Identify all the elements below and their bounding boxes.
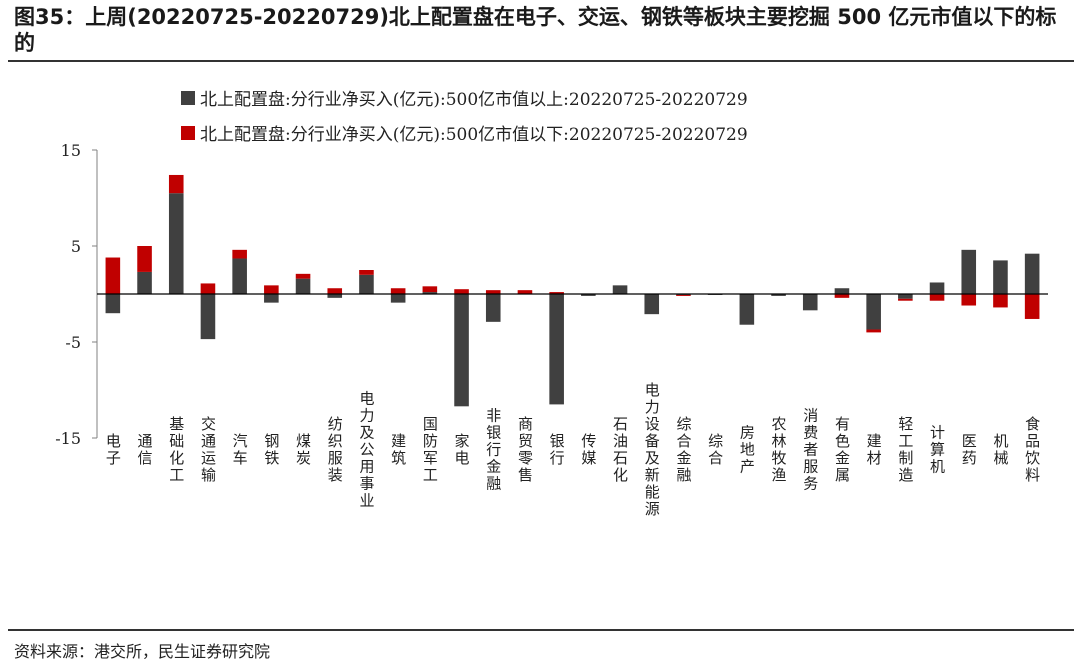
bar-计算机-series-2 — [929, 294, 945, 301]
x-tick-label-轻工制造: 轻工制造 — [896, 416, 914, 484]
bar-有色金属-series-1 — [834, 288, 850, 294]
bar-石油石化-series-1 — [612, 285, 628, 294]
bar-轻工制造-series-2 — [898, 298, 913, 301]
bar-交通运输-series-1 — [200, 294, 216, 340]
bar-消费者服务-series-1 — [802, 294, 818, 311]
legend-label-1: 北上配置盘:分行业净买入(亿元):500亿市值以上:20220725-20220… — [200, 90, 748, 110]
x-tick-label-传媒: 传媒 — [579, 433, 597, 467]
x-tick-label-石油石化: 石油石化 — [611, 416, 629, 484]
x-tick-label-电力设备及新能源: 电力设备及新能源 — [643, 382, 661, 518]
bar-有色金属-series-2 — [834, 294, 850, 298]
x-tick-label-纺织服装: 纺织服装 — [326, 416, 344, 484]
x-tick-label-消费者服务: 消费者服务 — [801, 408, 819, 493]
x-tick-label-通信: 通信 — [136, 433, 154, 467]
y-tick-label--5: -5 — [65, 333, 81, 352]
x-tick-label-钢铁: 钢铁 — [262, 433, 280, 467]
bar-建筑-series-1 — [390, 294, 406, 303]
bar-汽车-series-2 — [232, 249, 247, 259]
legend-swatch-2 — [181, 126, 195, 140]
x-tick-label-煤炭: 煤炭 — [294, 433, 312, 467]
x-tick-label-综合金融: 综合金融 — [674, 416, 692, 484]
bar-基础化工-series-2 — [168, 174, 184, 194]
bar-电子-series-2 — [105, 257, 121, 294]
bar-基础化工-series-1 — [168, 193, 184, 294]
x-tick-label-机械: 机械 — [991, 433, 1009, 467]
bar-国防军工-series-2 — [422, 286, 438, 293]
x-tick-label-电力及公用事业: 电力及公用事业 — [357, 391, 375, 510]
x-tick-label-非银行金融: 非银行金融 — [484, 408, 502, 493]
stacked-bar-chart: 北上配置盘:分行业净买入(亿元):500亿市值以上:20220725-20220… — [55, 90, 1048, 518]
x-tick-label-建材: 建材 — [865, 433, 883, 467]
bar-家电-series-1 — [454, 294, 469, 407]
bar-电力设备及新能源-series-1 — [644, 294, 660, 315]
bar-电子-series-1 — [105, 294, 121, 314]
top-rule — [8, 60, 1074, 62]
bar-商贸零售-series-2 — [517, 290, 533, 294]
y-tick-label--15: -15 — [55, 429, 81, 448]
bar-农林牧渔-series-1 — [771, 294, 786, 296]
bar-建材-series-2 — [866, 329, 881, 333]
bar-银行-series-2 — [549, 292, 564, 294]
bar-电力及公用事业-series-2 — [359, 270, 374, 275]
x-tick-label-医药: 医药 — [960, 433, 978, 467]
bar-机械-series-1 — [993, 260, 1008, 294]
bar-食品饮料-series-1 — [1024, 253, 1040, 294]
bar-钢铁-series-1 — [264, 294, 279, 303]
x-tick-label-国防军工: 国防军工 — [421, 416, 439, 484]
bar-汽车-series-1 — [232, 258, 247, 294]
bar-综合金融-series-2 — [676, 294, 691, 296]
bar-非银行金融-series-1 — [485, 294, 501, 322]
x-tick-label-汽车: 汽车 — [231, 433, 249, 467]
bar-家电-series-2 — [454, 289, 469, 294]
bar-交通运输-series-2 — [200, 283, 216, 294]
x-tick-label-有色金属: 有色金属 — [833, 416, 851, 484]
legend-label-2: 北上配置盘:分行业净买入(亿元):500亿市值以下:20220725-20220… — [200, 125, 748, 145]
x-tick-label-家电: 家电 — [453, 433, 471, 467]
bar-食品饮料-series-2 — [1024, 294, 1040, 319]
bar-传媒-series-1 — [581, 294, 596, 296]
bar-建筑-series-2 — [390, 288, 406, 294]
x-tick-label-房地产: 房地产 — [738, 425, 756, 476]
y-tick-label-5: 5 — [71, 237, 81, 256]
bar-通信-series-2 — [137, 246, 152, 272]
bar-纺织服装-series-2 — [327, 288, 343, 294]
x-tick-label-银行: 银行 — [548, 433, 566, 467]
x-tick-label-商贸零售: 商贸零售 — [516, 416, 534, 484]
bar-电力及公用事业-series-1 — [359, 274, 374, 294]
bar-医药-series-2 — [961, 294, 977, 306]
bar-计算机-series-1 — [929, 282, 945, 294]
bar-医药-series-1 — [961, 249, 977, 294]
bar-房地产-series-1 — [739, 294, 755, 325]
bar-煤炭-series-2 — [295, 273, 311, 279]
figure-title: 图35：上周(20220725-20220729)北上配置盘在电子、交运、钢铁等… — [14, 5, 1057, 55]
bar-煤炭-series-1 — [295, 278, 311, 294]
bar-纺织服装-series-1 — [327, 294, 343, 298]
x-tick-label-综合: 综合 — [706, 433, 724, 467]
x-tick-label-交通运输: 交通运输 — [199, 415, 217, 484]
bar-钢铁-series-2 — [264, 285, 279, 294]
bar-通信-series-1 — [137, 271, 152, 294]
x-tick-label-基础化工: 基础化工 — [167, 416, 185, 484]
bar-轻工制造-series-1 — [898, 294, 913, 299]
bar-银行-series-1 — [549, 294, 564, 405]
x-tick-label-农林牧渔: 农林牧渔 — [770, 416, 788, 484]
bottom-rule — [8, 629, 1074, 631]
y-tick-label-15: 15 — [61, 141, 81, 160]
x-tick-label-电子: 电子 — [104, 433, 122, 467]
source-note: 资料来源：港交所，民生证券研究院 — [14, 642, 271, 661]
bar-非银行金融-series-2 — [485, 290, 501, 294]
bar-建材-series-1 — [866, 294, 881, 330]
x-tick-label-食品饮料: 食品饮料 — [1023, 416, 1041, 484]
bar-机械-series-2 — [993, 294, 1008, 308]
legend-swatch-1 — [181, 91, 195, 105]
x-tick-label-建筑: 建筑 — [389, 433, 407, 467]
x-tick-label-计算机: 计算机 — [928, 425, 946, 476]
bar-国防军工-series-1 — [422, 292, 438, 294]
